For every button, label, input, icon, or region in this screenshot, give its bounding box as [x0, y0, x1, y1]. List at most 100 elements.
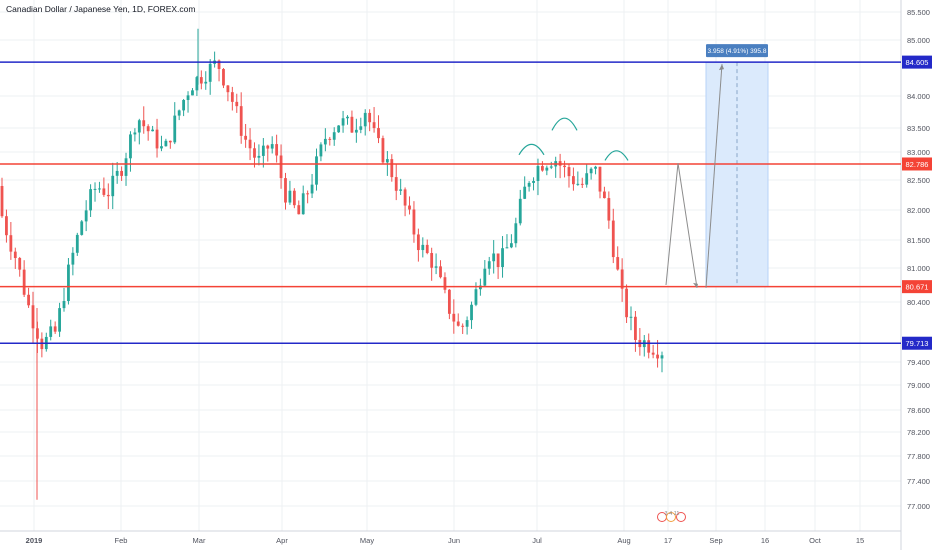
candle-body: [607, 198, 611, 221]
candle-body: [191, 90, 194, 96]
level-label: 79.713: [906, 339, 929, 348]
candle-body: [532, 180, 535, 183]
x-tick-label: Sep: [709, 536, 722, 545]
arrowhead-icon: [719, 64, 724, 71]
candle-body: [372, 122, 376, 129]
candle-body: [549, 166, 553, 168]
candle-body: [248, 139, 252, 149]
candle-body: [137, 120, 141, 133]
candle-body: [18, 258, 22, 270]
candle-body: [195, 77, 199, 91]
candle-body: [124, 158, 128, 176]
candle-body: [594, 166, 597, 169]
candle-body: [447, 289, 451, 314]
candle-body: [443, 277, 447, 290]
candle-body: [284, 178, 287, 203]
y-tick-label: 85.000: [907, 36, 930, 45]
candle-body: [660, 355, 664, 359]
y-tick-label: 84.000: [907, 92, 930, 101]
candle-body: [509, 243, 513, 248]
candle-body: [523, 186, 527, 199]
candle-body: [115, 170, 119, 176]
candle-body: [89, 189, 92, 211]
candle-body: [173, 115, 177, 143]
candle-body: [541, 166, 544, 171]
candle-body: [230, 92, 234, 102]
projection-path: [665, 163, 698, 288]
candle-body: [9, 235, 13, 252]
x-tick-label: 15: [856, 536, 864, 545]
candle-body: [253, 148, 256, 158]
candle-body: [217, 60, 221, 69]
candle-body: [416, 234, 420, 251]
level-label: 82.786: [906, 160, 929, 169]
y-tick-label: 78.600: [907, 406, 930, 415]
candle-body: [634, 316, 637, 340]
candle-body: [620, 269, 624, 289]
candle-body: [102, 188, 106, 195]
candle-body: [310, 184, 314, 194]
candle-body: [354, 129, 358, 133]
x-tick-label: Apr: [276, 536, 288, 545]
candle-body: [67, 264, 70, 302]
y-tick-label: 83.000: [907, 148, 930, 157]
candle-body: [186, 95, 190, 100]
candle-body: [239, 106, 243, 136]
candle-body: [470, 304, 473, 321]
candle-body: [461, 325, 465, 327]
y-tick-label: 83.500: [907, 124, 930, 133]
candle-body: [31, 305, 35, 329]
x-tick-label: May: [360, 536, 374, 545]
event-badge-text: 3 4 11: [665, 511, 680, 517]
candle-body: [616, 257, 620, 270]
x-tick-label: 16: [761, 536, 769, 545]
candle-body: [301, 193, 305, 215]
candle-body: [323, 138, 327, 145]
event-badge-icon: [666, 512, 676, 522]
level-label: 84.605: [906, 58, 929, 67]
x-tick-label: Feb: [115, 536, 128, 545]
candle-body: [368, 112, 372, 123]
candle-body: [204, 81, 208, 84]
level-label-bg: [902, 55, 932, 69]
candle-body: [536, 166, 540, 181]
candle-body: [363, 112, 367, 127]
candle-body: [58, 308, 61, 332]
y-tick-label: 82.500: [907, 176, 930, 185]
candle-body: [408, 205, 411, 210]
candle-body: [505, 247, 509, 249]
pattern-arc: [518, 143, 545, 156]
candle-body: [235, 101, 239, 107]
candle-body: [164, 140, 168, 147]
candle-body: [359, 126, 363, 130]
candle-body: [452, 313, 456, 322]
candle-body: [270, 144, 274, 149]
arrowhead-icon: [693, 282, 698, 288]
candle-body: [288, 190, 292, 203]
candle-body: [465, 320, 469, 327]
target-label-bg: [706, 44, 768, 58]
candle-body: [49, 326, 53, 337]
y-tick-label: 77.800: [907, 452, 930, 461]
candle-body: [80, 221, 84, 235]
candle-body: [0, 186, 4, 217]
candle-body: [222, 68, 225, 86]
candle-body: [496, 253, 500, 268]
candle-body: [385, 159, 389, 163]
projection-up-arrow: [705, 64, 723, 288]
candle-body: [514, 223, 518, 244]
candle-body: [75, 234, 79, 253]
x-tick-label: Jun: [448, 536, 460, 545]
candle-body: [111, 175, 115, 197]
x-tick-label: 17: [664, 536, 672, 545]
candle-body: [13, 251, 17, 259]
candle-body: [350, 116, 354, 133]
candle-body: [261, 145, 265, 156]
candle-body: [226, 85, 230, 93]
candle-body: [182, 99, 186, 111]
candle-body: [346, 116, 349, 119]
candle-body: [84, 210, 88, 222]
target-label: 3.958 (4.91%) 395.8: [708, 48, 767, 55]
